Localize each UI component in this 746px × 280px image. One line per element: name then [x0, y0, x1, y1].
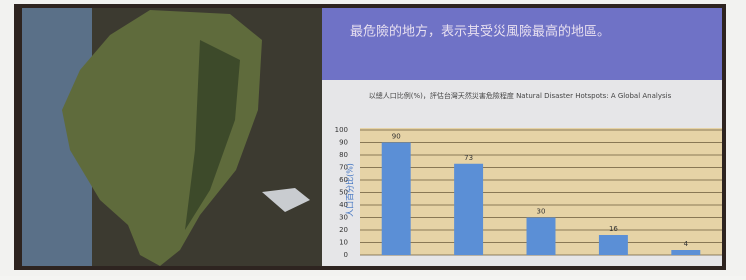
bar [599, 235, 628, 255]
y-tick-label: 40 [339, 201, 348, 209]
value-label: 90 [392, 133, 401, 141]
y-tick-label: 50 [339, 189, 348, 197]
y-tick-label: 20 [339, 226, 348, 234]
chart-title: 以總人口比例(%)，評估台灣天然災害危險程度 Natural Disaster … [369, 91, 672, 100]
bar [527, 218, 556, 256]
value-label: 16 [609, 225, 618, 233]
slide-header [322, 8, 722, 80]
heading: 最危險的地方，表示其受災風險最高的地區。 [350, 24, 610, 40]
y-tick-label: 60 [339, 176, 348, 184]
bar [454, 164, 483, 255]
y-tick-label: 0 [344, 251, 348, 259]
bar [382, 143, 411, 256]
value-label: 30 [537, 208, 546, 216]
screen-photo: 最危險的地方，表示其受災風險最高的地區。 以總人口比例(%)，評估台灣天然災害危… [0, 0, 746, 276]
y-tick-label: 70 [339, 164, 348, 172]
value-label: 4 [684, 240, 689, 248]
y-tick-label: 10 [339, 239, 348, 247]
value-label: 73 [464, 154, 473, 162]
y-tick-label: 90 [339, 139, 348, 147]
y-tick-label: 80 [339, 151, 348, 159]
bar [671, 250, 700, 255]
page: {"heading": "最危險的地方，表示其受災風險最高的地區。", "cha… [0, 0, 746, 276]
y-tick-label: 30 [339, 214, 348, 222]
y-tick-label: 100 [335, 126, 348, 134]
